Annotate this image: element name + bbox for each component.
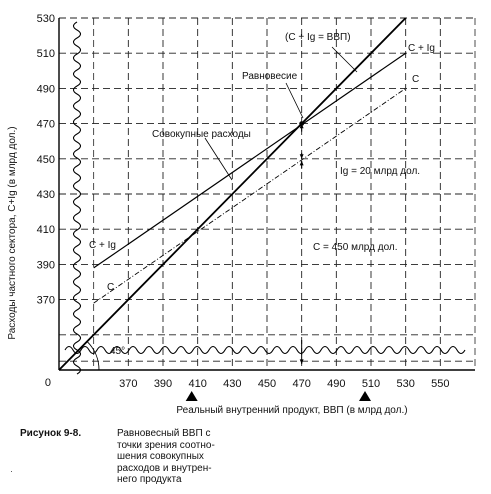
y-axis-label: Расходы частного сектора, C+Ig (в млрд д… xyxy=(7,126,18,339)
y-tick-label: 410 xyxy=(37,224,55,236)
consumption-label: C = 450 млрд дол. xyxy=(313,242,398,253)
series-line xyxy=(93,88,406,304)
y-tick-label: 430 xyxy=(37,189,55,201)
triangle-marker xyxy=(359,391,371,401)
stray-mark: · xyxy=(10,466,13,476)
c-left-label: C xyxy=(107,282,114,293)
leader-equilibrium xyxy=(285,82,304,119)
investment-arrow-down-head xyxy=(299,154,304,159)
x-tick-label: 490 xyxy=(327,378,345,390)
investment-label: Ig = 20 млрд дол. xyxy=(340,166,420,177)
x-axis-label: Реальный внутренний продукт, ВВП (в млрд… xyxy=(176,405,407,416)
aggregate-expenditure-label: Совокупные расходы xyxy=(152,129,251,140)
x-tick-label: 450 xyxy=(258,378,276,390)
axes xyxy=(58,18,475,375)
annotation-marks xyxy=(86,46,371,401)
x-tick-label: 530 xyxy=(396,378,414,390)
y-tick-label: 510 xyxy=(37,48,55,60)
series-line xyxy=(93,52,407,269)
c-line-label: C xyxy=(412,74,419,85)
y-tick-label: 530 xyxy=(37,13,55,25)
x-tick-label: 510 xyxy=(362,378,380,390)
leader-aggregate xyxy=(204,137,233,181)
triangle-marker xyxy=(185,391,198,401)
series-lines xyxy=(58,17,407,371)
x-tick-label: 410 xyxy=(188,378,206,390)
y-tick-label: 370 xyxy=(37,295,55,307)
angle-arc xyxy=(86,341,100,371)
equilibrium-label: Равновесие xyxy=(242,71,298,82)
angle-label: 45° xyxy=(110,346,125,357)
x-tick-label: 390 xyxy=(154,378,172,390)
x-tick-label: 430 xyxy=(223,378,241,390)
consumption-arrow-down-head xyxy=(299,359,304,364)
y-tick-label: 450 xyxy=(37,154,55,166)
origin-label: 0 xyxy=(45,377,51,389)
ci-line-label: C + Ig xyxy=(408,43,435,54)
x-tick-label: 470 xyxy=(292,378,310,390)
x-tick-label: 550 xyxy=(431,378,449,390)
y-tick-label: 470 xyxy=(37,119,55,131)
x-tick-label: 370 xyxy=(119,378,137,390)
figure-description: Равновесный ВВП с точки зрения соотно- ш… xyxy=(117,428,215,485)
y-axis-break xyxy=(72,21,82,375)
equality-line-label: (C + Ig = ВВП) xyxy=(285,32,351,43)
origin-diagonal xyxy=(58,334,95,371)
figure-number: Рисунок 9-8. xyxy=(20,428,82,439)
y-tick-label: 390 xyxy=(37,259,55,271)
consumption-arrow-up-head xyxy=(299,160,304,166)
investment-arrow-up-head xyxy=(299,123,304,129)
tick-labels: 370 390 410 430 450 470 490 510 530 550 370 390 410 4… xyxy=(7,13,450,416)
ci-left-label: C + Ig xyxy=(89,240,116,251)
x-axis-break xyxy=(64,345,466,355)
y-tick-label: 490 xyxy=(37,83,55,95)
series-line xyxy=(58,17,407,371)
leader-45-line xyxy=(331,46,358,73)
